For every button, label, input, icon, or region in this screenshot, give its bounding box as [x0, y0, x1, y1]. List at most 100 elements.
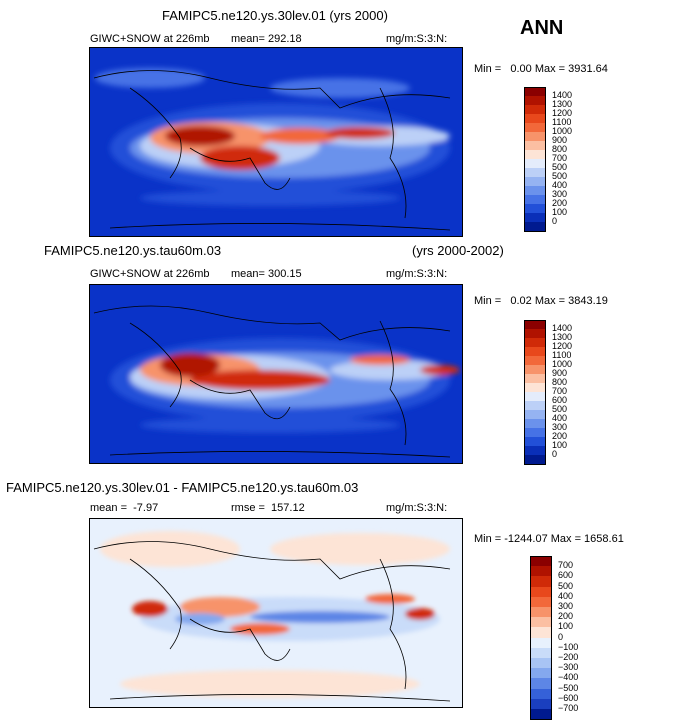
panel2-min-max: Min = 0.02 Max = 3843.19: [474, 295, 608, 307]
panel1-min-max: Min = 0.00 Max = 3931.64: [474, 63, 608, 75]
colorbar-segment: [530, 637, 552, 649]
colorbar-tick-label: 600: [558, 570, 574, 581]
season-label: ANN: [520, 17, 564, 39]
colorbar-tick-label: 0: [552, 216, 558, 226]
colorbar-segment: [530, 647, 552, 659]
panel1-title: FAMIPC5.ne120.ys.30lev.01 (yrs 2000): [162, 8, 388, 23]
colorbar-tick-label: 200: [552, 431, 568, 441]
colorbar-segment: [530, 678, 552, 690]
colorbar-tick-label: 500: [552, 404, 568, 414]
colorbar-segment: [524, 356, 546, 366]
colorbar-segment: [524, 392, 546, 402]
colorbar-segment: [530, 576, 552, 588]
colorbar-segment: [524, 401, 546, 411]
colorbar-segment: [524, 123, 546, 133]
colorbar-segment: [524, 213, 546, 223]
panel3-units-label: mg/m:S:3:N:: [386, 502, 448, 514]
colorbar-segment: [524, 338, 546, 348]
colorbar-tick-label: 900: [552, 368, 568, 378]
colorbar-tick-label: −200: [558, 652, 579, 662]
colorbar-tick-label: 100: [558, 621, 574, 632]
colorbar-tick-label: 300: [552, 422, 568, 432]
colorbar-tick-label: −500: [558, 682, 579, 693]
panel3-map-svg: [90, 519, 462, 707]
panel1-mean-label: mean= 292.18: [231, 33, 302, 45]
colorbar-segment: [530, 617, 552, 628]
colorbar-tick-label: −600: [558, 692, 579, 703]
colorbar-tick-label: 0: [558, 631, 564, 642]
colorbar-tick-label: 1300: [552, 332, 573, 342]
colorbar-tick-label: 800: [552, 144, 568, 154]
colorbar-tick-label: 0: [552, 449, 558, 459]
colorbar-tick-label: 500: [558, 580, 574, 591]
colorbar-segment: [524, 150, 546, 160]
panel2-units-label: mg/m:S:3:N:: [386, 268, 448, 280]
colorbar-tick-label: −700: [558, 703, 579, 713]
colorbar-segment: [524, 446, 546, 456]
colorbar-segment: [524, 159, 546, 169]
colorbar-segment: [524, 329, 546, 339]
colorbar-tick-label: 100: [552, 440, 568, 450]
colorbar-tick-label: −100: [558, 641, 579, 652]
panel3-title: FAMIPC5.ne120.ys.30lev.01 - FAMIPC5.ne12…: [6, 480, 359, 495]
colorbar-tick-label: 1400: [552, 90, 573, 100]
panel2-field-label: GIWC+SNOW at 226mb: [90, 268, 210, 280]
colorbar-tick-label: 1400: [552, 323, 573, 333]
colorbar-tick-label: 300: [558, 601, 574, 611]
panel1-units-label: mg/m:S:3:N:: [386, 33, 448, 45]
panel2-mean-label: mean= 300.15: [231, 268, 302, 280]
panel3-min-max: Min = -1244.07 Max = 1658.61: [474, 533, 624, 545]
colorbar-segment: [530, 688, 552, 700]
colorbar-segment: [530, 698, 552, 710]
colorbar-tick-label: 700: [552, 386, 568, 396]
colorbar-segment: [524, 204, 546, 214]
colorbar-segment: [524, 141, 546, 151]
colorbar-tick-label: 1100: [552, 350, 572, 360]
colorbar-segment: [524, 320, 546, 330]
colorbar-segment: [524, 419, 546, 429]
colorbar-segment: [524, 347, 546, 357]
colorbar-tick-label: 1300: [552, 99, 573, 109]
panel3-mean-label: mean = -7.97: [90, 502, 159, 514]
panel3-rmse-label: rmse = 157.12: [231, 502, 305, 514]
colorbar-segment: [524, 105, 546, 115]
colorbar-segment: [530, 596, 552, 608]
colorbar-segment: [524, 222, 546, 232]
panel1-map: [89, 47, 463, 237]
panel2-map: [89, 284, 463, 464]
colorbar-segment: [524, 114, 546, 124]
colorbar-segment: [524, 177, 546, 187]
colorbar-segment: [530, 627, 552, 639]
colorbar-segment: [530, 658, 552, 669]
panel1-field-label: GIWC+SNOW at 226mb: [90, 33, 210, 45]
colorbar-segment: [524, 383, 546, 393]
colorbar-tick-label: 1100: [552, 117, 572, 127]
colorbar-segment: [530, 556, 552, 567]
colorbar-tick-label: 500: [552, 171, 568, 181]
colorbar-tick-label: 700: [552, 153, 568, 163]
colorbar-tick-label: 400: [552, 180, 568, 190]
colorbar-segment: [524, 428, 546, 438]
colorbar-segment: [524, 410, 546, 420]
colorbar-tick-label: 400: [552, 413, 568, 423]
colorbar-tick-label: −400: [558, 672, 579, 683]
colorbar-segment: [524, 455, 546, 465]
colorbar-tick-label: 700: [558, 560, 574, 571]
colorbar-segment: [524, 87, 546, 97]
colorbar-tick-label: 1200: [552, 108, 573, 118]
colorbar-segment: [524, 96, 546, 106]
colorbar-tick-label: 500: [552, 162, 568, 172]
colorbar-segment: [524, 168, 546, 178]
colorbar-segment: [524, 437, 546, 447]
colorbar-segment: [530, 607, 552, 618]
panel3-map: [89, 518, 463, 708]
colorbar-tick-label: 1200: [552, 341, 573, 351]
colorbar-tick-label: 200: [552, 198, 568, 208]
colorbar-segment: [530, 668, 552, 679]
colorbar-segment: [524, 132, 546, 142]
panel2-map-svg: [90, 285, 462, 463]
colorbar-segment: [524, 374, 546, 384]
colorbar-segment: [530, 709, 552, 720]
colorbar-segment: [524, 195, 546, 205]
colorbar-tick-label: 900: [552, 135, 568, 145]
